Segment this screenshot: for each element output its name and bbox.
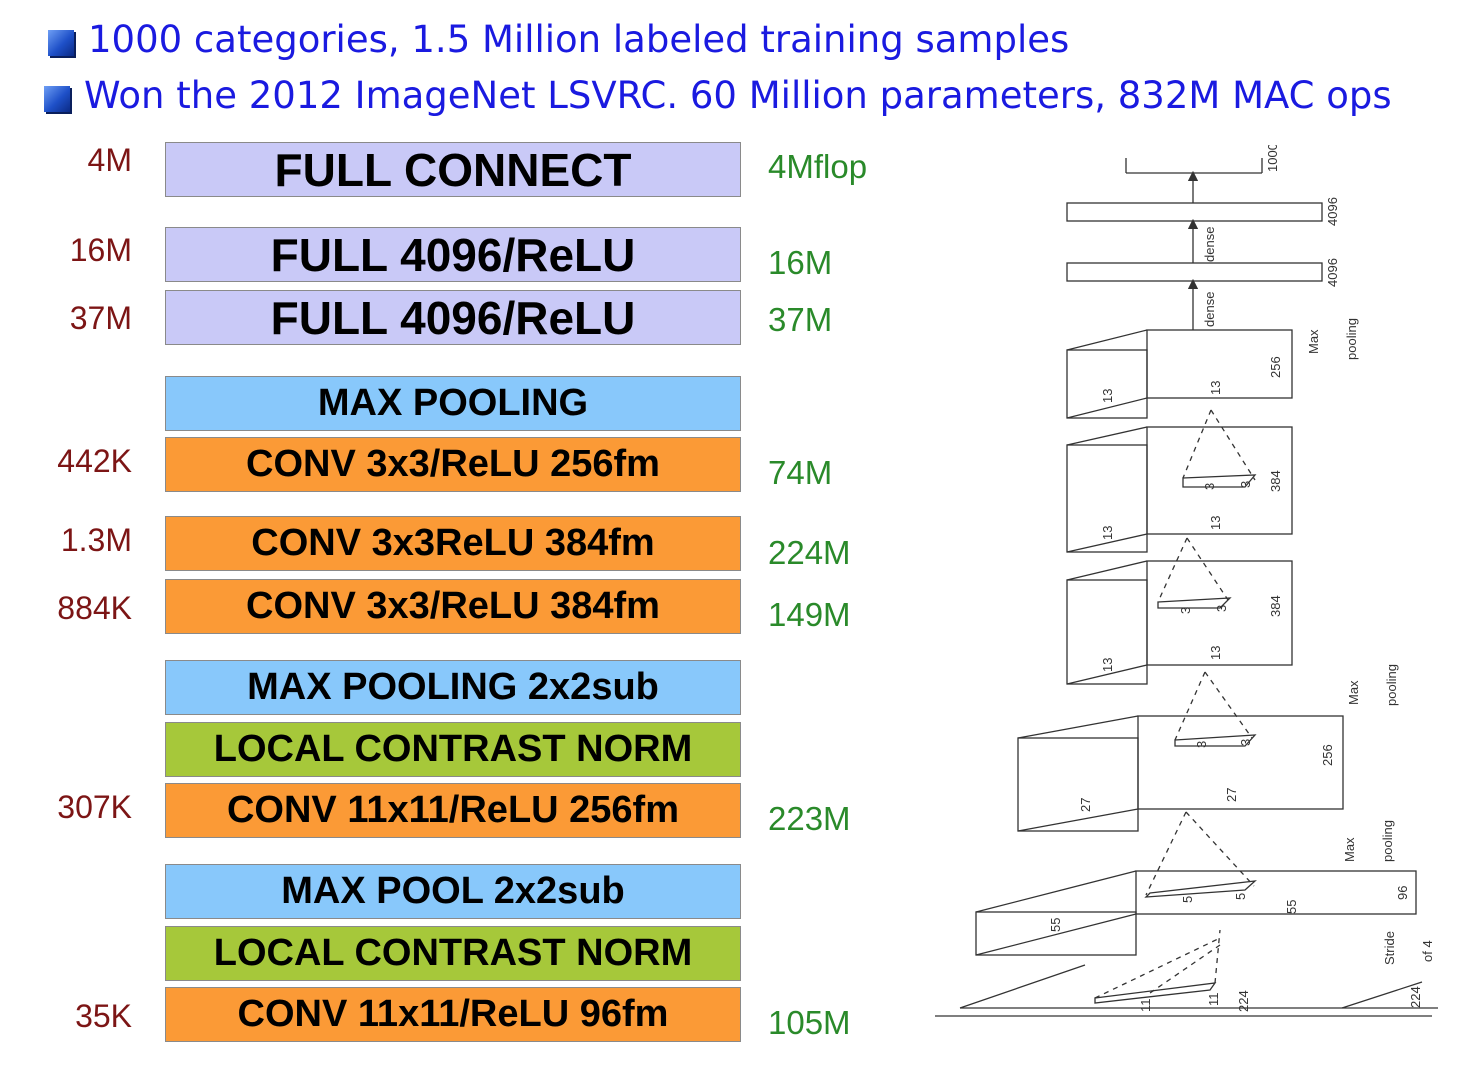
bullet-2: Won the 2012 ImageNet LSVRC. 60 Million … [0,74,1478,124]
flop-count: 149M [768,596,851,633]
output-layer [1125,158,1263,174]
param-count: 16M [69,232,132,268]
label-stride: Stride [1382,931,1397,965]
block-conv2 [1017,671,1344,832]
label-3: 3 [1214,605,1229,612]
label-max: Max [1346,680,1361,705]
label-11: 11 [1138,999,1153,1013]
label-96: 96 [1395,886,1410,900]
bullet-text: Won the 2012 ImageNet LSVRC. 60 Million … [84,74,1392,117]
label-11: 11 [1206,993,1221,1007]
layer-conv-11x11-256fm: CONV 11x11/ReLU 256fm [165,783,741,838]
label-3: 3 [1194,741,1209,748]
layer-conv-3x3-384fm-bottom: CONV 3x3/ReLU 384fm [165,579,741,634]
param-count: 884K [57,590,132,626]
fc-4096-top-box [1066,202,1323,222]
label-dense-top: dense [1202,227,1217,262]
label-3: 3 [1238,481,1253,488]
label-256: 256 [1320,744,1335,766]
label-max: Max [1342,837,1357,862]
bullet-square-icon [48,30,74,56]
layer-conv-3x3-256fm: CONV 3x3/ReLU 256fm [165,437,741,492]
label-27: 27 [1224,788,1239,802]
label-224: 224 [1236,990,1251,1012]
layer-local-contrast-norm-top: LOCAL CONTRAST NORM [165,722,741,777]
bullet-text: 1000 categories, 1.5 Million labeled tra… [88,18,1070,61]
layer-full-connect: FULL CONNECT [165,142,741,197]
flop-count: 224M [768,534,851,571]
label-27: 27 [1078,798,1093,812]
label-13: 13 [1208,381,1223,395]
param-count: 35K [75,998,132,1034]
fc-4096-bottom-box [1066,262,1323,282]
label-pooling: pooling [1380,820,1395,862]
label-pooling: pooling [1344,318,1359,360]
flop-count: 37M [768,301,833,338]
label-max: Max [1306,329,1321,354]
param-count: 1.3M [60,522,132,558]
label-384: 384 [1268,595,1283,617]
block-conv3 [1066,537,1293,685]
label-55: 55 [1284,900,1299,914]
param-count: 4M [87,142,132,178]
label-13: 13 [1100,658,1115,672]
label-224: 224 [1408,986,1423,1008]
input-image [935,929,1438,1017]
label-4096-top: 4096 [1325,197,1340,226]
layer-local-contrast-norm-bottom: LOCAL CONTRAST NORM [165,926,741,981]
bullet-1: 1000 categories, 1.5 Million labeled tra… [0,18,1478,68]
label-5: 5 [1180,896,1195,903]
label-256: 256 [1268,356,1283,378]
layer-max-pooling-2x2sub: MAX POOLING 2x2sub [165,660,741,715]
label-13: 13 [1100,389,1115,403]
label-384: 384 [1268,470,1283,492]
architecture-svg: 1000 4096 4096 dense dense Max pooling 1… [935,145,1438,1017]
label-3: 3 [1178,607,1193,614]
layer-conv-3x3-384fm-top: CONV 3x3ReLU 384fm [165,516,741,571]
bullet-square-icon [44,86,70,112]
label-of-4: of 4 [1420,940,1435,962]
layer-max-pool-2x2sub: MAX POOL 2x2sub [165,864,741,919]
param-count: 37M [69,300,132,336]
label-3: 3 [1202,483,1217,490]
label-13: 13 [1208,646,1223,660]
label-pooling: pooling [1384,664,1399,706]
label-3: 3 [1238,739,1253,746]
flop-count: 223M [768,800,851,837]
label-4096-bottom: 4096 [1325,258,1340,287]
label-1000: 1000 [1265,145,1280,172]
param-count: 442K [57,443,132,479]
label-13: 13 [1100,526,1115,540]
arch-labels: 1000 4096 4096 dense dense Max pooling 1… [1048,145,1435,1012]
flop-count: 4Mflop [768,148,868,185]
layer-full-4096-relu-top: FULL 4096/ReLU [165,227,741,282]
layer-full-4096-relu-bottom: FULL 4096/ReLU [165,290,741,345]
flop-count: 74M [768,454,833,491]
block-conv4 [1066,409,1293,553]
block-conv1 [975,811,1417,956]
layer-conv-11x11-96fm: CONV 11x11/ReLU 96fm [165,987,741,1042]
label-13: 13 [1208,516,1223,530]
label-dense-bottom: dense [1202,292,1217,327]
param-count: 307K [57,789,132,825]
layer-max-pooling: MAX POOLING [165,376,741,431]
block-conv5 [1066,329,1293,419]
flop-count: 16M [768,244,833,281]
label-5: 5 [1233,893,1248,900]
label-55: 55 [1048,918,1063,932]
flop-count: 105M [768,1004,851,1041]
